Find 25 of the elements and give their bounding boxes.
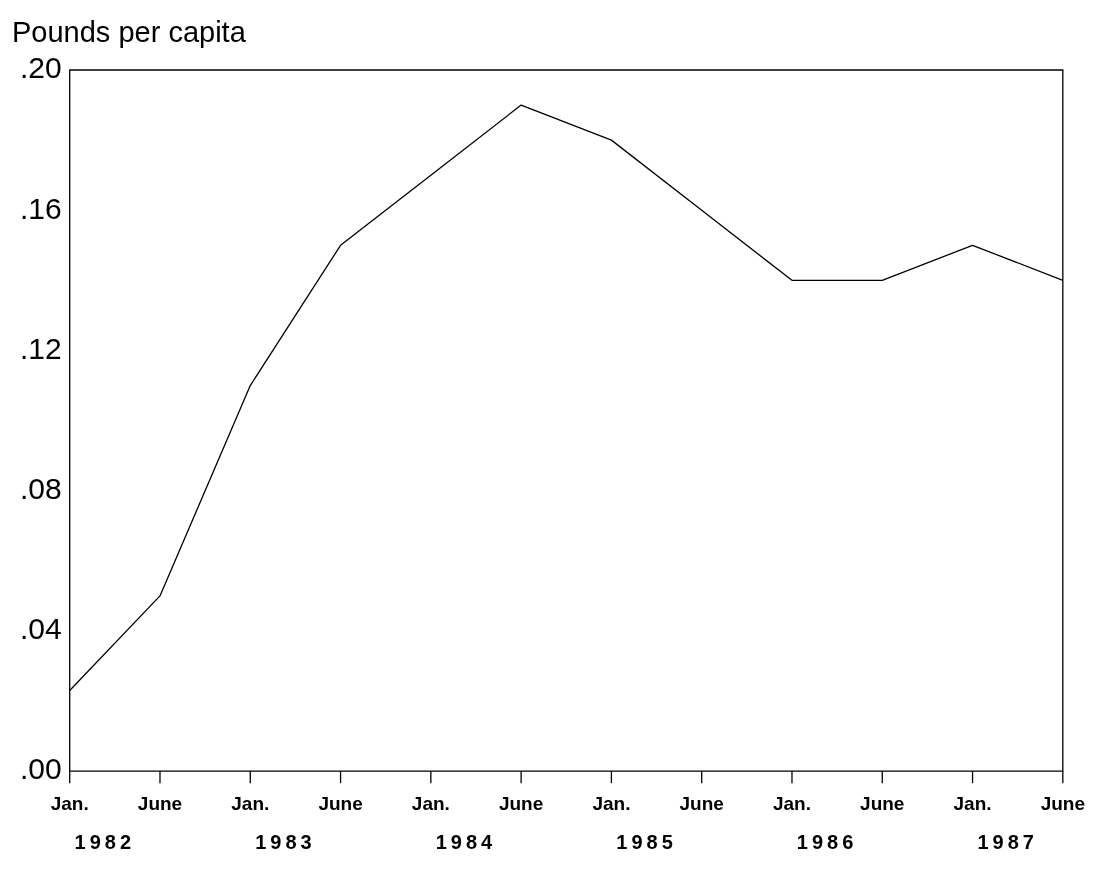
text: 1986	[796, 831, 858, 854]
text: 1982	[74, 831, 136, 854]
y-tick-label: .08	[19, 471, 62, 505]
text: 1984	[435, 831, 497, 854]
text: 1987	[977, 831, 1038, 854]
x-tick-label: Jan.	[50, 792, 89, 814]
x-tick-label: June	[860, 792, 905, 814]
y-tick-label: .20	[19, 51, 62, 85]
x-tick-label: June	[498, 792, 544, 814]
y-tick-label: .04	[19, 612, 62, 646]
y-tick-label: .00	[19, 752, 62, 786]
x-tick-label: Jan.	[953, 792, 992, 814]
x-tick-label: Jan.	[772, 792, 811, 814]
y-tick-label: .16	[19, 191, 62, 225]
x-tick-label: June	[1040, 792, 1086, 814]
x-tick-label: Jan.	[411, 792, 450, 814]
x-tick-label: Jan.	[231, 792, 270, 814]
x-tick-label: Jan.	[592, 792, 631, 814]
y-tick-label: .12	[19, 331, 62, 365]
text: 1985	[616, 831, 677, 854]
x-tick-label: June	[679, 792, 724, 814]
x-tick-label: June	[318, 792, 363, 814]
text: 1983	[255, 831, 316, 854]
x-tick-label: June	[137, 792, 183, 814]
y-axis-title: Pounds per capita	[12, 16, 247, 48]
